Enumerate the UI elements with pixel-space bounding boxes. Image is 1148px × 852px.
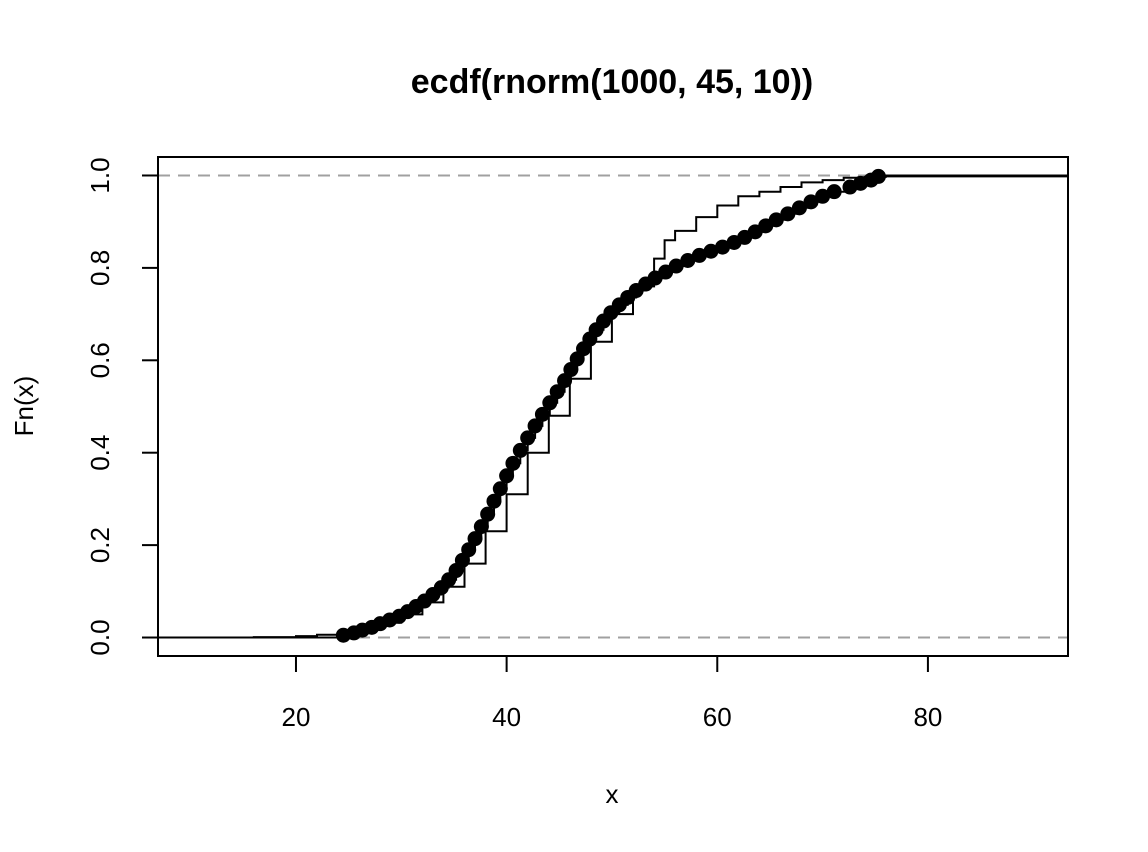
data-point — [492, 481, 508, 497]
series-0-steps — [158, 175, 1068, 639]
data-point — [467, 531, 483, 547]
y-axis: 0.0 0.2 0.4 0.6 0.8 1.0 — [85, 157, 159, 656]
y-axis-label: Fn(x) — [9, 376, 39, 437]
data-point — [780, 206, 796, 222]
data-point — [691, 247, 707, 263]
data-point — [803, 194, 819, 210]
x-tick-label: 60 — [703, 702, 732, 732]
data-point — [680, 252, 696, 268]
data-point — [486, 493, 502, 509]
data-point — [542, 395, 558, 411]
data-point — [768, 212, 784, 228]
x-axis: 20 40 60 80 — [282, 655, 942, 732]
data-point — [826, 184, 842, 200]
y-tick-label: 1.0 — [85, 157, 115, 193]
series-layer — [158, 168, 1068, 643]
data-point — [512, 442, 528, 458]
data-point — [715, 239, 731, 255]
y-tick-label: 0.0 — [85, 619, 115, 655]
y-tick-label: 0.4 — [85, 435, 115, 471]
data-point — [480, 506, 496, 522]
data-point — [520, 430, 536, 446]
data-point — [703, 243, 719, 259]
y-tick-label: 0.8 — [85, 250, 115, 286]
data-point — [549, 384, 565, 400]
plot-frame — [157, 156, 1069, 657]
data-point — [557, 373, 573, 389]
x-tick-label: 80 — [913, 702, 942, 732]
data-point — [815, 188, 831, 204]
data-point — [505, 455, 521, 471]
y-tick-label: 0.6 — [85, 342, 115, 378]
x-tick-label: 20 — [282, 702, 311, 732]
data-point — [527, 418, 543, 434]
data-point — [499, 468, 515, 484]
x-tick-label: 40 — [492, 702, 521, 732]
data-point — [534, 406, 550, 422]
data-point — [668, 258, 684, 274]
series-1-line — [158, 174, 1068, 639]
data-point — [461, 542, 477, 558]
data-point — [791, 200, 807, 216]
x-axis-label: x — [606, 779, 619, 809]
chart-title: ecdf(rnorm(1000, 45, 10)) — [411, 63, 814, 101]
reference-lines — [158, 174, 1068, 639]
y-tick-label: 0.2 — [85, 527, 115, 563]
